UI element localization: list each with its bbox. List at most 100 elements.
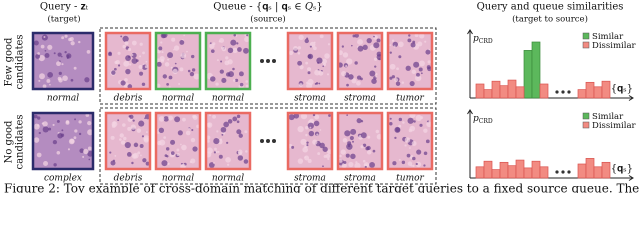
tissue-texture	[404, 137, 411, 143]
tissue-texture	[122, 123, 126, 127]
tissue-texture	[129, 63, 132, 66]
tissue-texture	[139, 144, 144, 148]
tissue-texture	[110, 135, 115, 140]
tissue-texture	[131, 40, 137, 46]
tissue-texture	[213, 151, 216, 154]
tissue-texture	[119, 138, 122, 141]
tissue-texture	[220, 126, 227, 133]
bar	[475, 166, 485, 179]
bar	[515, 86, 525, 99]
tissue-texture	[108, 51, 112, 55]
queue-label: normal	[212, 94, 244, 104]
tissue-texture	[115, 59, 120, 65]
queue-border	[336, 111, 384, 171]
tissue-texture	[424, 40, 427, 43]
tissue-texture	[87, 129, 94, 136]
tissue-image	[33, 33, 93, 89]
tissue-texture	[180, 143, 182, 146]
queue-border	[386, 31, 434, 91]
tissue-texture	[52, 123, 55, 127]
tissue-texture	[141, 82, 146, 87]
tissue-texture	[61, 63, 64, 66]
similarity-subheader: (target to source)	[512, 14, 588, 25]
query-label: normal	[47, 94, 79, 104]
tissue-texture	[227, 59, 233, 65]
tissue-texture	[44, 53, 50, 58]
tissue-texture	[174, 116, 181, 123]
tissue-texture	[378, 58, 381, 60]
tissue-texture	[220, 60, 223, 63]
tissue-texture	[214, 147, 217, 151]
tissue-texture	[225, 156, 231, 163]
tissue-texture	[408, 34, 411, 37]
tissue-texture	[360, 77, 363, 81]
tissue-texture	[217, 151, 220, 153]
tissue-texture	[233, 33, 237, 37]
tissue-texture	[302, 146, 308, 153]
tissue-texture	[164, 154, 168, 158]
tissue-texture	[82, 155, 85, 158]
tissue-texture	[349, 135, 354, 141]
tissue-texture	[120, 140, 126, 145]
queue-label: tumor	[396, 94, 424, 104]
tissue-texture	[313, 120, 320, 127]
tissue-texture	[419, 60, 425, 67]
tissue-texture	[188, 127, 191, 130]
queue-box	[99, 27, 437, 105]
tissue-texture	[226, 163, 230, 166]
tissue-texture	[163, 116, 169, 122]
legend-label: Dissimilar	[592, 41, 637, 51]
tissue-texture	[346, 114, 348, 116]
tissue-texture	[398, 124, 402, 128]
bar	[499, 161, 509, 179]
tissue-texture	[393, 45, 396, 48]
tissue-texture	[232, 47, 238, 54]
axis-arrow	[467, 29, 473, 35]
axis-arrow	[628, 175, 634, 181]
tissue-texture	[232, 79, 236, 82]
tissue-texture	[78, 40, 81, 44]
queue-border	[154, 31, 202, 91]
ellipsis-dot	[266, 139, 270, 143]
queue-label: normal	[162, 174, 194, 184]
tissue-texture	[245, 80, 249, 83]
tissue-texture	[170, 151, 175, 155]
tissue-texture	[407, 161, 413, 166]
tissue-texture	[61, 129, 64, 132]
tissue-texture	[161, 160, 168, 167]
tissue-texture	[57, 52, 62, 57]
tissue-texture	[66, 56, 69, 59]
tissue-texture	[238, 151, 242, 156]
bar	[507, 79, 517, 99]
tissue-texture	[189, 160, 193, 164]
y-label-subscript: CRD	[479, 118, 493, 125]
tissue-texture	[43, 35, 46, 38]
tissue-texture	[391, 39, 395, 42]
tissue-texture	[355, 161, 358, 164]
tissue-texture	[343, 161, 347, 165]
tissue-texture	[166, 82, 169, 86]
tissue-texture	[165, 147, 170, 151]
tissue-texture	[142, 158, 147, 163]
tissue-texture	[369, 162, 375, 168]
tissue-texture	[138, 64, 143, 70]
tissue-texture	[192, 115, 198, 120]
tissue-texture	[389, 63, 396, 70]
tissue-texture	[411, 141, 417, 146]
tissue-texture	[47, 72, 53, 78]
tissue-texture	[347, 144, 351, 148]
tissue-texture	[389, 121, 393, 126]
tissue-texture	[409, 80, 415, 87]
tissue-texture	[127, 47, 132, 52]
tissue-texture	[238, 71, 244, 77]
tissue-texture	[345, 153, 350, 158]
queue-label: normal	[162, 94, 194, 104]
ellipsis-dot	[272, 59, 276, 63]
tissue-texture	[293, 45, 298, 51]
tissue-texture	[163, 136, 166, 139]
tissue-texture	[189, 71, 195, 77]
tissue-texture	[350, 153, 356, 160]
tissue-texture	[398, 41, 404, 48]
tissue-texture	[376, 38, 381, 43]
tissue-texture	[373, 35, 375, 38]
